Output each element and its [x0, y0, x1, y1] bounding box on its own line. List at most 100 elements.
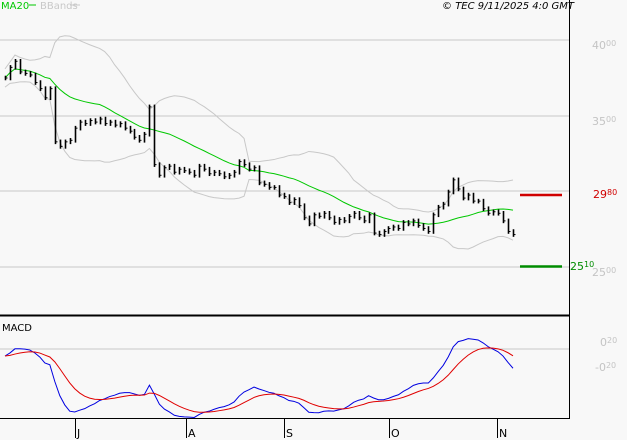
price-bar: [268, 182, 272, 190]
macd-tick-label: -020: [595, 361, 616, 374]
price-bar: [238, 159, 242, 175]
price-bar: [278, 185, 282, 198]
y-tick-label: 2500: [592, 266, 616, 279]
price-bar: [457, 177, 461, 192]
price-bar: [49, 86, 53, 101]
month-label: O: [391, 427, 400, 440]
price-bar: [223, 171, 227, 180]
price-bar: [387, 226, 391, 234]
price-bar: [412, 218, 416, 227]
price-bar: [193, 169, 197, 178]
price-bar: [243, 159, 247, 167]
month-label: S: [286, 427, 293, 440]
price-bar: [348, 214, 352, 224]
price-bar: [363, 215, 367, 224]
price-bar: [417, 218, 421, 228]
price-bar: [263, 180, 267, 187]
price-bar: [173, 163, 177, 175]
macd-lines: [4, 338, 514, 418]
price-bar: [89, 118, 93, 126]
level-label-support: 2510: [570, 260, 594, 273]
price-bar: [487, 206, 491, 216]
price-bar: [143, 131, 147, 143]
price-bar: [507, 218, 511, 234]
price-bar: [153, 104, 157, 167]
price-bar: [158, 162, 162, 178]
price-bar: [343, 217, 347, 224]
price-bar: [188, 168, 192, 175]
price-bar: [477, 198, 481, 204]
price-bar: [14, 59, 18, 70]
price-bar: [368, 212, 372, 224]
price-bar: [79, 119, 83, 131]
price-gridlines: [0, 39, 569, 350]
month-label: A: [188, 427, 196, 440]
price-bar: [358, 211, 362, 221]
price-bar: [497, 209, 501, 216]
price-bar: [432, 212, 436, 234]
price-bar: [114, 119, 118, 128]
ma20-line: [4, 68, 514, 225]
price-bar: [502, 211, 506, 224]
price-bar: [178, 166, 182, 175]
price-bar: [492, 209, 496, 216]
price-bar: [34, 72, 38, 85]
copyright: © TEC 9/11/2025 4:0 GMT: [442, 1, 575, 12]
price-bar: [333, 215, 337, 225]
price-bar: [442, 201, 446, 210]
price-bar: [228, 173, 232, 180]
price-bar: [64, 139, 68, 149]
price-bar: [512, 229, 516, 237]
price-bar: [129, 125, 133, 134]
price-bar: [163, 165, 167, 178]
price-bar: [183, 166, 187, 173]
price-bar: [69, 138, 73, 145]
price-bar: [208, 166, 212, 177]
price-bar: [24, 69, 28, 76]
price-bar: [248, 162, 252, 172]
price-bar: [293, 197, 297, 205]
price-bar: [203, 163, 207, 172]
price-bar: [99, 116, 103, 125]
price-bar: [308, 215, 312, 227]
price-bar: [273, 185, 277, 190]
price-bar: [353, 211, 357, 219]
price-bar: [298, 197, 302, 208]
price-bar: [19, 59, 23, 75]
price-bar: [303, 203, 307, 221]
price-bar: [44, 86, 48, 101]
price-bar: [462, 186, 466, 201]
price-bar: [318, 212, 322, 219]
legend-ma20: MA20: [1, 1, 29, 12]
price-bar: [84, 119, 88, 126]
month-label: N: [499, 427, 507, 440]
price-bar: [138, 135, 142, 143]
price-bar: [233, 169, 237, 178]
price-bar: [378, 230, 382, 237]
price-bar: [288, 194, 292, 205]
price-bar: [133, 128, 137, 140]
price-bar: [392, 224, 396, 231]
level-lines: [520, 193, 562, 268]
price-bar: [407, 220, 411, 227]
price-bars: [4, 59, 516, 237]
price-bar: [427, 226, 431, 234]
price-bar: [283, 192, 287, 199]
level-label-resistance: 2980: [593, 188, 617, 201]
price-bar: [29, 71, 33, 78]
price-bar: [328, 211, 332, 221]
price-bar: [422, 223, 426, 231]
signal-line: [4, 347, 514, 413]
bollinger-bands: [4, 35, 514, 250]
upper-band: [4, 35, 514, 213]
price-bar: [74, 125, 78, 143]
price-bar: [39, 80, 43, 91]
price-bar: [258, 165, 262, 186]
price-bar: [4, 75, 8, 81]
price-bar: [218, 169, 222, 177]
price-bar: [373, 212, 377, 236]
price-bar: [437, 204, 441, 218]
y-tick-label: 3500: [592, 115, 616, 128]
price-bar: [124, 121, 128, 131]
